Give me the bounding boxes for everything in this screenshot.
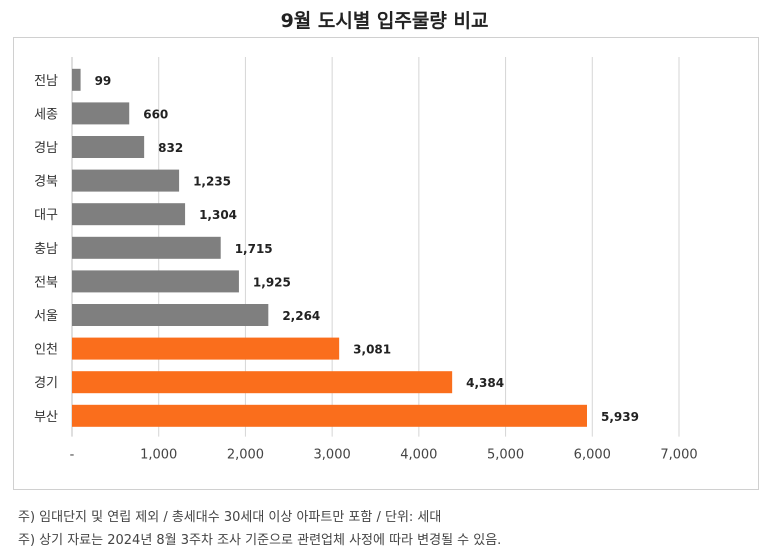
category-label-7: 서울 bbox=[34, 309, 58, 324]
x-tick-label-1: 1,000 bbox=[140, 448, 177, 463]
x-tick-label-0: - bbox=[70, 448, 75, 463]
footnote-2: 주) 상기 자료는 2024년 8월 3주차 조사 기준으로 관련업체 사정에 … bbox=[18, 533, 502, 548]
bar-8 bbox=[72, 337, 340, 360]
x-tick-label-4: 4,000 bbox=[400, 448, 437, 463]
bar-7 bbox=[72, 304, 269, 326]
bar-2 bbox=[72, 136, 145, 158]
category-label-5: 충남 bbox=[34, 242, 58, 257]
bar-5 bbox=[72, 236, 221, 259]
value-label-8: 3,081 bbox=[353, 343, 391, 357]
value-label-4: 1,304 bbox=[199, 208, 237, 222]
category-label-2: 경남 bbox=[34, 141, 58, 156]
value-label-9: 4,384 bbox=[466, 376, 504, 390]
bar-6 bbox=[72, 270, 239, 293]
footnote-1: 주) 임대단지 및 연립 제외 / 총세대수 30세대 이상 아파트만 포함 /… bbox=[18, 510, 442, 525]
value-label-0: 99 bbox=[95, 74, 112, 88]
category-label-1: 세종 bbox=[34, 107, 58, 122]
value-label-7: 2,264 bbox=[282, 309, 320, 323]
x-tick-label-3: 3,000 bbox=[314, 448, 351, 463]
bar-4 bbox=[72, 203, 186, 226]
value-label-6: 1,925 bbox=[253, 275, 291, 289]
x-tick-label-7: 7,000 bbox=[660, 448, 697, 463]
value-label-1: 660 bbox=[143, 107, 168, 121]
value-label-10: 5,939 bbox=[601, 410, 639, 424]
bar-0 bbox=[72, 68, 81, 91]
chart-title: 9월 도시별 입주물량 비교 bbox=[280, 10, 489, 32]
bar-9 bbox=[72, 371, 453, 394]
bar-1 bbox=[72, 102, 130, 125]
category-label-6: 전북 bbox=[34, 275, 58, 290]
value-label-2: 832 bbox=[158, 141, 183, 155]
category-label-3: 경북 bbox=[34, 175, 58, 190]
category-label-10: 부산 bbox=[34, 410, 58, 425]
x-tick-label-2: 2,000 bbox=[227, 448, 264, 463]
chart-area: 전남 99 세종 660 경남 832 경북 1,235 대구 1,304 충남 1,715 전북 1,9… bbox=[13, 37, 759, 490]
bar-3 bbox=[72, 169, 180, 192]
category-label-9: 경기 bbox=[34, 376, 58, 391]
bar-10 bbox=[72, 404, 587, 427]
x-tick-label-5: 5,000 bbox=[487, 448, 524, 463]
x-tick-label-6: 6,000 bbox=[574, 448, 611, 463]
bar-chart-svg: 전남 99 세종 660 경남 832 경북 1,235 대구 1,304 충남 1,715 전북 1,9… bbox=[34, 57, 698, 463]
value-label-3: 1,235 bbox=[193, 175, 231, 189]
category-label-0: 전남 bbox=[34, 74, 58, 89]
footnotes: 주) 임대단지 및 연립 제외 / 총세대수 30세대 이상 아파트만 포함 /… bbox=[18, 506, 501, 552]
category-label-8: 인천 bbox=[34, 343, 58, 358]
value-label-5: 1,715 bbox=[235, 242, 273, 256]
category-label-4: 대구 bbox=[34, 208, 58, 223]
